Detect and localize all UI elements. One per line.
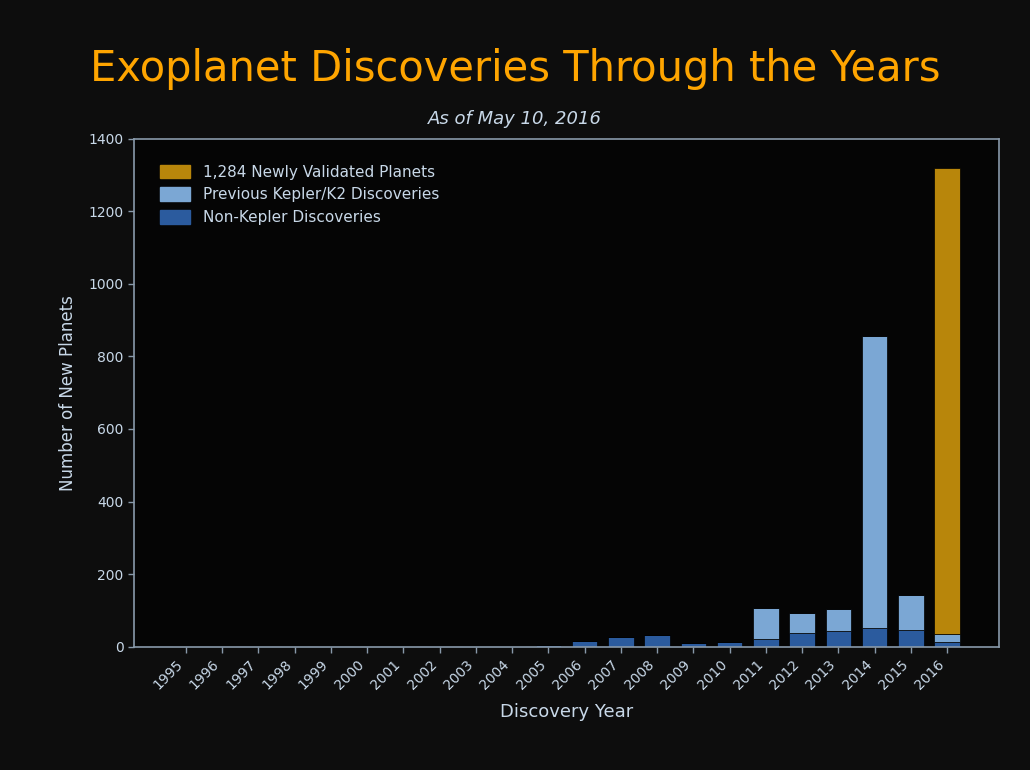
Bar [681,643,706,647]
Bar [862,336,887,628]
Bar [934,169,960,634]
Bar [789,613,815,633]
Text: As of May 10, 2016: As of May 10, 2016 [428,110,602,129]
Bar [934,634,960,642]
Bar [898,595,924,631]
X-axis label: Discovery Year: Discovery Year [500,703,633,721]
Bar [500,646,525,647]
Bar [934,642,960,647]
Bar [789,633,815,647]
Bar [826,609,851,631]
Bar [717,641,743,647]
Bar [536,645,561,647]
Bar [753,639,779,647]
Bar [826,631,851,647]
Bar [898,631,924,647]
Text: Exoplanet Discoveries Through the Years: Exoplanet Discoveries Through the Years [90,49,940,90]
Legend: 1,284 Newly Validated Planets, Previous Kepler/K2 Discoveries, Non-Kepler Discov: 1,284 Newly Validated Planets, Previous … [141,146,457,243]
Bar [645,634,670,647]
Bar [608,637,633,647]
Bar [572,641,597,647]
Y-axis label: Number of New Planets: Number of New Planets [60,295,77,490]
Bar [753,608,779,639]
Bar [862,628,887,647]
